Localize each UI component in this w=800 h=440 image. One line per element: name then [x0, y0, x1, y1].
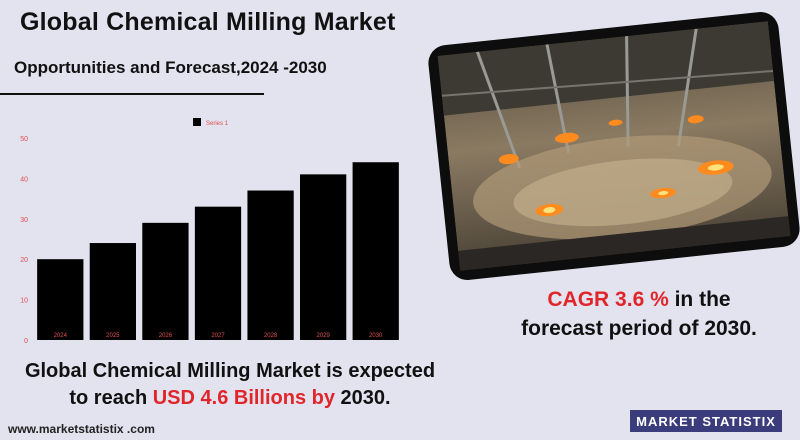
- cagr-text-1: in the: [668, 288, 731, 311]
- legend-label: Series 1: [206, 121, 229, 127]
- bar: [352, 162, 399, 340]
- divider-line: [0, 93, 264, 95]
- bar: [247, 190, 294, 340]
- y-tick-label: 20: [20, 257, 28, 264]
- website-link[interactable]: www.marketstatistix .com: [8, 422, 155, 436]
- y-tick-label: 50: [20, 136, 28, 143]
- y-tick-label: 10: [20, 298, 28, 305]
- y-tick-label: 40: [20, 176, 28, 183]
- forecast-value: USD 4.6 Billions by: [152, 387, 335, 409]
- cagr-statement: CAGR 3.6 % in the forecast period of 203…: [480, 285, 798, 343]
- x-tick-label: 2026: [159, 333, 173, 339]
- bar: [142, 222, 189, 340]
- x-tick-label: 2030: [369, 333, 383, 339]
- x-tick-label: 2024: [54, 333, 68, 339]
- bar: [37, 259, 84, 340]
- bar: [300, 174, 347, 340]
- brand-logo: MARKET STATISTIX: [630, 410, 782, 432]
- forecast-text-3: 2030.: [335, 387, 391, 409]
- chemical-milling-photo: [426, 10, 800, 282]
- bar: [194, 206, 242, 340]
- x-tick-label: 2027: [211, 333, 225, 339]
- cagr-text-2: forecast period of 2030.: [521, 317, 757, 340]
- bar: [89, 243, 136, 340]
- y-tick-label: 0: [24, 338, 28, 345]
- forecast-text-1: Global Chemical Milling Market is expect…: [24, 360, 436, 382]
- forecast-statement: Global Chemical Milling Market is expect…: [0, 358, 460, 412]
- x-tick-label: 2029: [316, 333, 330, 339]
- bar-chart: Series 1 0 10 20 30 40 50 2024 2025 2026 2027 2028 2…: [0, 112, 420, 357]
- y-tick-label: 30: [20, 217, 28, 224]
- x-tick-label: 2028: [264, 333, 278, 339]
- factory-image: [437, 21, 791, 271]
- forecast-text-2: to reach: [69, 387, 153, 409]
- legend-swatch: [193, 118, 201, 126]
- page-subtitle: Opportunities and Forecast,2024 -2030: [14, 58, 327, 77]
- x-tick-label: 2025: [106, 333, 120, 339]
- page-title: Global Chemical Milling Market: [20, 8, 396, 36]
- cagr-value: CAGR 3.6 %: [547, 288, 669, 311]
